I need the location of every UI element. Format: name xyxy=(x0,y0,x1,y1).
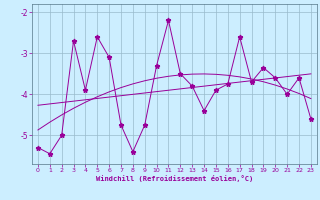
X-axis label: Windchill (Refroidissement éolien,°C): Windchill (Refroidissement éolien,°C) xyxy=(96,175,253,182)
